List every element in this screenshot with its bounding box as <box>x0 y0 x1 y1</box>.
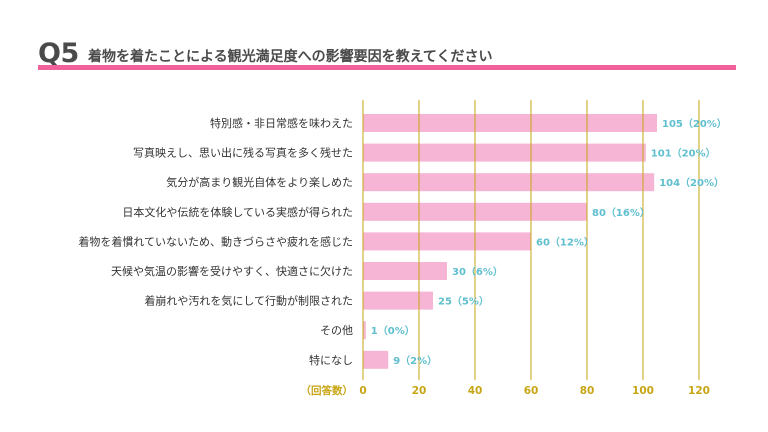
value-label: 101（20%） <box>651 147 716 160</box>
value-label: 25（5%） <box>438 295 489 308</box>
category-label: 特になし <box>309 353 353 367</box>
category-label: 気分が高まり観光自体をより楽しめた <box>166 175 353 189</box>
category-label: その他 <box>320 324 353 337</box>
bar <box>363 350 389 369</box>
bar <box>363 143 646 162</box>
tick-label: 80 <box>580 385 595 397</box>
category-label: 着崩れや汚れを気にして行動が制限された <box>144 294 353 308</box>
value-label: 105（20%） <box>662 117 727 130</box>
bar <box>363 262 447 280</box>
value-label: 30（6%） <box>452 265 503 278</box>
tick-label: 40 <box>468 385 483 397</box>
bar <box>363 321 366 340</box>
value-label: 104（20%） <box>659 176 724 189</box>
category-label: 特別感・非日常感を味わえた <box>210 116 353 130</box>
question-title: 着物を着たことによる観光満足度への影響要因を教えてください <box>88 49 493 65</box>
question-number: Q5 <box>38 38 79 69</box>
value-label: 80（16%） <box>592 206 650 219</box>
tick-label: 20 <box>412 385 427 397</box>
bar <box>363 232 531 251</box>
tick-label: 0 <box>359 385 366 397</box>
value-label: 60（12%） <box>536 235 594 248</box>
tick-label: 120 <box>688 385 710 397</box>
category-label: 着物を着慣れていないため、動きづらさや疲れを感じた <box>78 234 353 248</box>
tick-label: 100 <box>632 385 654 397</box>
question-header: Q5 着物を着たことによる観光満足度への影響要因を教えてください <box>38 38 736 72</box>
value-label: 9（2%） <box>393 354 437 367</box>
category-label: 天候や気温の影響を受けやすく、快適さに欠けた <box>111 264 353 278</box>
category-label: 日本文化や伝統を体験している実感が得られた <box>122 205 353 219</box>
value-label: 1（0%） <box>371 324 415 337</box>
tick-label: 60 <box>524 385 539 397</box>
bar <box>363 291 433 310</box>
category-label: 写真映えし、思い出に残る写真を多く残せた <box>133 146 353 160</box>
bar <box>363 114 657 132</box>
bar <box>363 173 655 192</box>
x-axis-label: （回答数） <box>301 384 354 397</box>
header-underline <box>38 65 736 70</box>
